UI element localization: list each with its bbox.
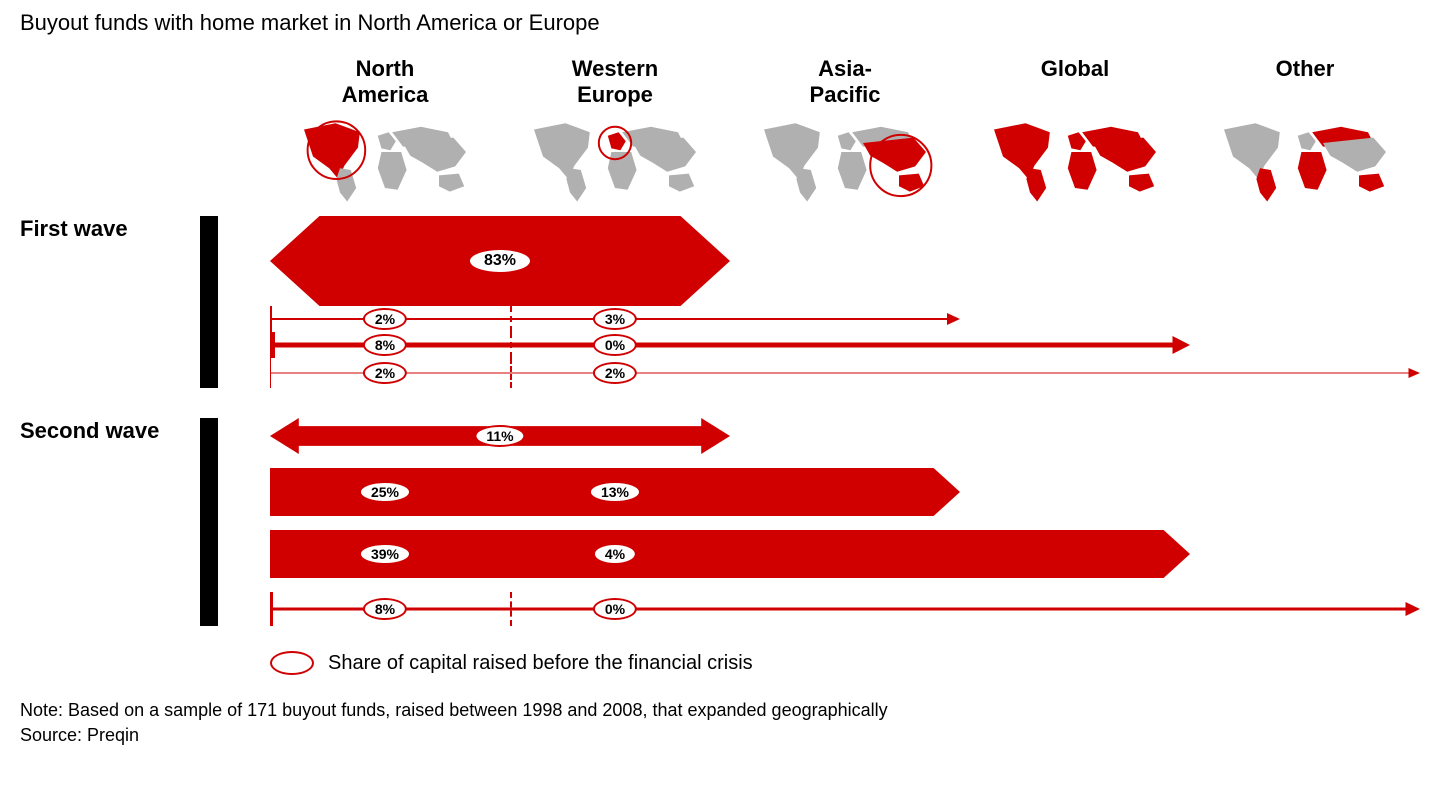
- arrow-row: 83%: [270, 216, 1420, 306]
- column-label: Asia- Pacific: [730, 56, 960, 110]
- legend-text: Share of capital raised before the finan…: [328, 652, 753, 675]
- divider-dash: [510, 306, 512, 332]
- column-label: Global: [960, 56, 1190, 110]
- value-pill: 2%: [593, 362, 637, 384]
- column-headers: North AmericaWestern EuropeAsia- Pacific…: [270, 56, 1420, 206]
- column-header: Other: [1190, 56, 1420, 212]
- value-pill: 2%: [363, 362, 407, 384]
- column-label: Other: [1190, 56, 1420, 110]
- arrow-shape: [270, 592, 1420, 626]
- value-pill: 4%: [593, 543, 637, 565]
- value-pill: 8%: [363, 598, 407, 620]
- footnote: Note: Based on a sample of 171 buyout fu…: [20, 700, 1420, 721]
- column-header: Western Europe: [500, 56, 730, 212]
- wave-label: First wave: [20, 216, 190, 242]
- value-pill: 83%: [468, 248, 532, 274]
- divider-dash: [510, 358, 512, 388]
- legend: Share of capital raised before the finan…: [270, 651, 1420, 675]
- value-pill: 13%: [589, 481, 641, 503]
- legend-pill-icon: [270, 651, 314, 675]
- map-icon: [270, 110, 500, 212]
- divider-dash: [510, 332, 512, 358]
- column-header: Global: [960, 56, 1190, 212]
- value-pill: 2%: [363, 308, 407, 330]
- wave-marker-bar: [200, 418, 218, 626]
- source-text: Source: Preqin: [20, 725, 1420, 746]
- arrows-area: 83% 2% 3% 8% 0% 2% 2%: [270, 216, 1420, 388]
- arrow-row: 2% 3%: [270, 306, 1420, 332]
- chart-grid: North AmericaWestern EuropeAsia- Pacific…: [20, 56, 1420, 626]
- arrow-row: 8% 0%: [270, 332, 1420, 358]
- arrow-shape: [270, 358, 1420, 388]
- column-header: North America: [270, 56, 500, 212]
- value-pill: 0%: [593, 334, 637, 356]
- value-pill: 25%: [359, 481, 411, 503]
- value-pill: 8%: [363, 334, 407, 356]
- map-icon: [1190, 110, 1420, 212]
- wave-row: First wave 83% 2% 3% 8% 0% 2% 2%: [20, 216, 1420, 388]
- map-icon: [500, 110, 730, 212]
- arrow-shape: [270, 332, 1190, 358]
- wave-marker-bar: [200, 216, 218, 388]
- wave-label: Second wave: [20, 418, 190, 444]
- map-icon: [730, 110, 960, 212]
- arrow-row: 39% 4%: [270, 530, 1420, 578]
- value-pill: 39%: [359, 543, 411, 565]
- value-pill: 0%: [593, 598, 637, 620]
- column-label: Western Europe: [500, 56, 730, 110]
- column-header: Asia- Pacific: [730, 56, 960, 212]
- arrow-row: 25% 13%: [270, 468, 1420, 516]
- arrows-area: 11% 25% 13% 39% 4% 8% 0%: [270, 418, 1420, 626]
- value-pill: 11%: [474, 425, 525, 447]
- divider-dash: [510, 592, 512, 626]
- wave-row: Second wave 11% 25% 13% 39% 4% 8% 0%: [20, 418, 1420, 626]
- chart-title: Buyout funds with home market in North A…: [20, 10, 1420, 36]
- map-icon: [960, 110, 1190, 212]
- arrow-row: 11%: [270, 418, 1420, 454]
- column-label: North America: [270, 56, 500, 110]
- arrow-row: 2% 2%: [270, 358, 1420, 388]
- arrow-row: 8% 0%: [270, 592, 1420, 626]
- value-pill: 3%: [593, 308, 637, 330]
